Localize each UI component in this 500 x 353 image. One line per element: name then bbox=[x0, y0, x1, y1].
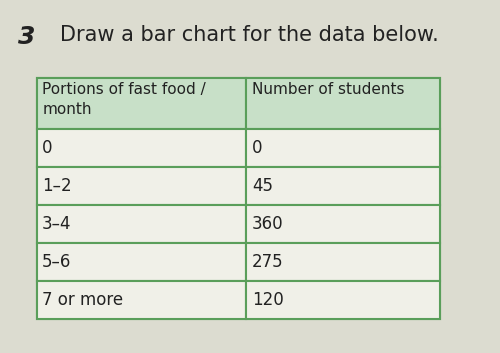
Text: Number of students: Number of students bbox=[252, 82, 404, 97]
Text: 275: 275 bbox=[252, 253, 284, 271]
Text: 360: 360 bbox=[252, 215, 284, 233]
Text: Draw a bar chart for the data below.: Draw a bar chart for the data below. bbox=[60, 25, 438, 45]
Text: 5–6: 5–6 bbox=[42, 253, 72, 271]
FancyBboxPatch shape bbox=[36, 78, 440, 319]
FancyBboxPatch shape bbox=[246, 281, 440, 319]
Text: 0: 0 bbox=[252, 139, 262, 157]
Text: 7 or more: 7 or more bbox=[42, 292, 123, 309]
FancyBboxPatch shape bbox=[36, 129, 246, 167]
FancyBboxPatch shape bbox=[246, 243, 440, 281]
Text: 3–4: 3–4 bbox=[42, 215, 72, 233]
FancyBboxPatch shape bbox=[246, 167, 440, 205]
FancyBboxPatch shape bbox=[36, 281, 246, 319]
Text: 45: 45 bbox=[252, 177, 273, 195]
Text: 3: 3 bbox=[18, 25, 36, 49]
FancyBboxPatch shape bbox=[246, 129, 440, 167]
Text: 1–2: 1–2 bbox=[42, 177, 72, 195]
Text: 0: 0 bbox=[42, 139, 52, 157]
FancyBboxPatch shape bbox=[36, 167, 246, 205]
Text: 120: 120 bbox=[252, 292, 284, 309]
FancyBboxPatch shape bbox=[36, 243, 246, 281]
FancyBboxPatch shape bbox=[36, 78, 246, 129]
FancyBboxPatch shape bbox=[246, 78, 440, 129]
Text: Portions of fast food /
month: Portions of fast food / month bbox=[42, 82, 206, 117]
FancyBboxPatch shape bbox=[246, 205, 440, 243]
FancyBboxPatch shape bbox=[36, 205, 246, 243]
